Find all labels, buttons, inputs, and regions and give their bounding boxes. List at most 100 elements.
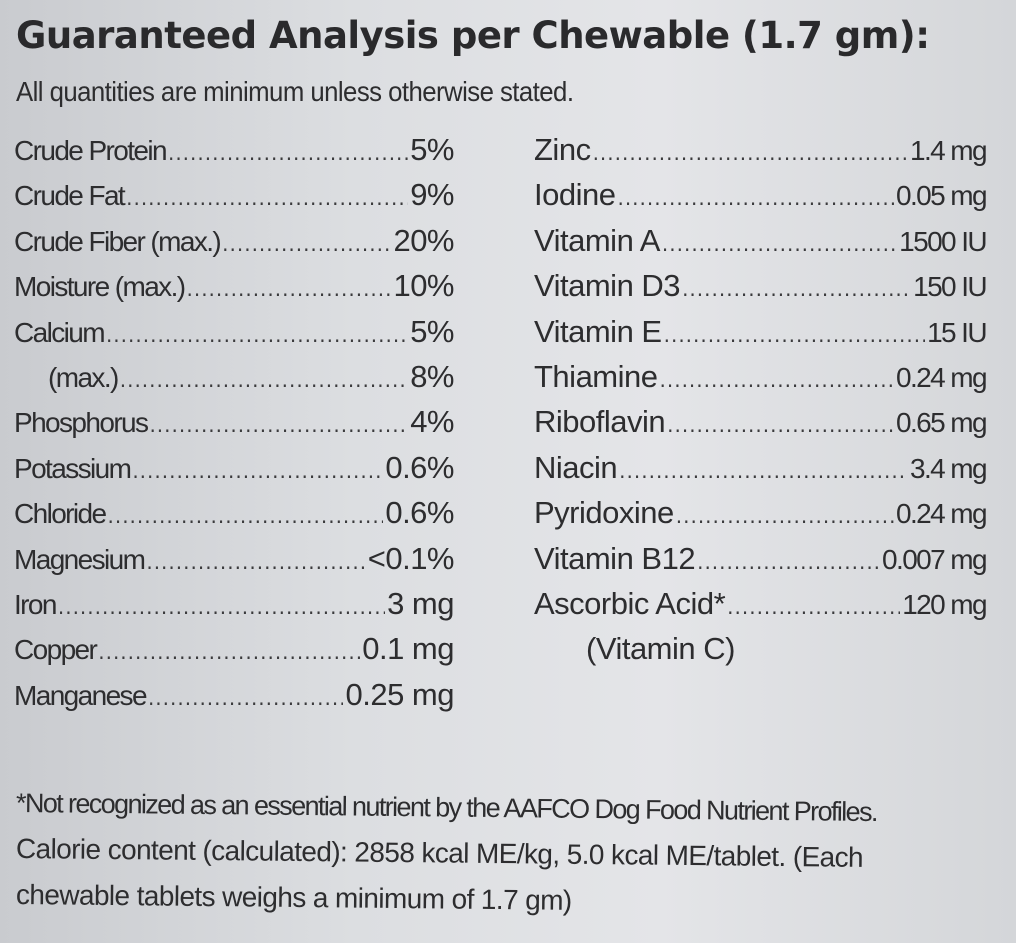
nutrient-value: 3.4 mg: [910, 452, 986, 484]
nutrient-row: Thiamine 0.24 mg: [534, 359, 986, 404]
nutrient-name: Iron: [14, 588, 57, 620]
nutrient-name: Riboflavin: [534, 404, 666, 440]
footnotes: *Not recognized as an essential nutrient…: [16, 780, 1006, 918]
nutrient-row: (max.) 8%: [14, 359, 454, 404]
nutrient-row: Potassium 0.6%: [14, 450, 454, 495]
nutrient-value: 3 mg: [387, 585, 454, 621]
dot-leader: [146, 550, 365, 574]
nutrient-row: Chloride 0.6%: [14, 495, 454, 540]
nutrient-name: Pyridoxine: [534, 495, 674, 531]
dot-leader: [697, 550, 880, 574]
nutrient-row: Iron 3 mg: [14, 586, 454, 631]
nutrient-value: 10%: [393, 268, 454, 304]
dot-leader: [186, 277, 391, 301]
nutrient-name: Calcium: [14, 316, 106, 348]
dot-leader: [617, 186, 894, 210]
nutrient-value: 8%: [410, 358, 454, 394]
dot-leader: [149, 413, 408, 437]
nutrient-name: (Vitamin C): [586, 631, 735, 667]
nutrient-name: Crude Fat: [14, 180, 126, 212]
nutrient-name: (max.): [48, 361, 119, 393]
nutrient-row: Zinc 1.4 mg: [534, 132, 986, 177]
dot-leader: [619, 459, 908, 483]
nutrient-value: 0.6%: [385, 495, 454, 531]
dot-leader: [98, 640, 360, 664]
label-title: Guaranteed Analysis per Chewable (1.7 gm…: [16, 14, 930, 57]
nutrient-row: Iodine 0.05 mg: [534, 177, 986, 222]
nutrient-row: Calcium 5%: [14, 314, 454, 359]
dot-leader: [593, 141, 908, 165]
nutrient-row: Moisture (max.) 10%: [14, 268, 454, 313]
nutrient-value: 5%: [410, 132, 454, 167]
nutrient-name: Copper: [14, 634, 98, 666]
dot-leader: [168, 141, 408, 165]
nutrient-row: Crude Fat 9%: [14, 177, 454, 222]
nutrient-value: 0.65 mg: [896, 407, 986, 439]
nutrient-name: Vitamin A: [534, 222, 660, 258]
dot-leader: [106, 323, 408, 347]
nutrient-name: Moisture (max.): [14, 271, 186, 303]
nutrient-value: 120 mg: [902, 588, 986, 620]
dot-leader: [222, 232, 391, 256]
nutrient-name: Zinc: [534, 132, 591, 167]
nutrient-value: 0.05 mg: [896, 180, 986, 212]
nutrient-name: Crude Protein: [14, 135, 168, 166]
dot-leader: [126, 186, 408, 210]
nutrient-row: Phosphorus 4%: [14, 404, 454, 449]
nutrient-value: 150 IU: [913, 271, 986, 303]
nutrient-name: Manganese: [14, 679, 148, 711]
nutrient-row: Crude Fiber (max.) 20%: [14, 223, 454, 268]
dot-leader: [667, 413, 894, 437]
nutrient-name: Niacin: [534, 449, 618, 485]
nutrient-row: Niacin 3.4 mg: [534, 450, 986, 495]
dot-leader: [676, 504, 894, 528]
nutrient-name: Thiamine: [534, 358, 658, 394]
nutrient-value: 0.6%: [385, 449, 454, 485]
nutrient-value: 1.4 mg: [910, 135, 986, 166]
label-subtitle: All quantities are minimum unless otherw…: [16, 76, 574, 107]
nutrient-row: Copper 0.1 mg: [14, 631, 454, 676]
nutrient-value: 1500 IU: [899, 225, 986, 257]
nutrient-name: Vitamin B12: [534, 540, 696, 576]
nutrient-value: 15 IU: [927, 316, 986, 348]
nutrient-row: Vitamin D3 150 IU: [534, 268, 986, 313]
nutrient-name: Vitamin E: [534, 313, 662, 349]
nutrient-name: Phosphorus: [14, 407, 149, 439]
nutrient-name: Ascorbic Acid*: [534, 585, 726, 621]
nutrient-name: Chloride: [14, 498, 107, 530]
nutrient-row: Ascorbic Acid* 120 mg: [534, 586, 986, 631]
nutrient-row: Magnesium <0.1%: [14, 541, 454, 586]
nutrient-row: Crude Protein 5%: [14, 132, 454, 177]
nutrient-value: 0.24 mg: [896, 361, 986, 393]
nutrient-row: Manganese 0.25 mg: [14, 677, 454, 722]
nutrient-name: Iodine: [534, 177, 616, 213]
dot-leader: [662, 232, 897, 256]
dot-leader: [664, 323, 925, 347]
nutrient-row: Riboflavin 0.65 mg: [534, 404, 986, 449]
dot-leader: [682, 277, 911, 301]
dot-leader: [727, 595, 900, 619]
nutrient-name: Magnesium: [14, 543, 146, 575]
nutrient-value: 9%: [410, 177, 454, 213]
nutrient-row: Pyridoxine 0.24 mg: [534, 495, 986, 540]
nutrient-name: Vitamin D3: [534, 268, 681, 304]
nutrient-row: Vitamin E 15 IU: [534, 314, 986, 359]
nutrient-value: 20%: [393, 222, 454, 258]
nutrient-row: Vitamin B12 0.007 mg: [534, 541, 986, 586]
nutrient-value: <0.1%: [367, 540, 454, 576]
right-nutrient-column: Zinc 1.4 mg Iodine 0.05 mg Vitamin A 1500 I…: [534, 132, 986, 677]
dot-leader: [58, 595, 385, 619]
dot-leader: [148, 686, 344, 710]
nutrient-value: 0.1 mg: [362, 631, 454, 667]
nutrient-row: Vitamin A 1500 IU: [534, 223, 986, 268]
nutrient-value: 5%: [410, 313, 454, 349]
footnote-tablet-weight: chewable tablets weighs a minimum of 1.7…: [15, 879, 572, 916]
nutrient-continuation: (Vitamin C): [534, 631, 986, 676]
nutrient-name: Crude Fiber (max.): [14, 225, 222, 257]
nutrient-value: 0.007 mg: [882, 543, 986, 575]
nutrient-name: Potassium: [14, 452, 132, 484]
dot-leader: [107, 504, 383, 528]
nutrient-value: 0.24 mg: [896, 498, 986, 530]
nutrient-value: 0.25 mg: [345, 676, 454, 712]
